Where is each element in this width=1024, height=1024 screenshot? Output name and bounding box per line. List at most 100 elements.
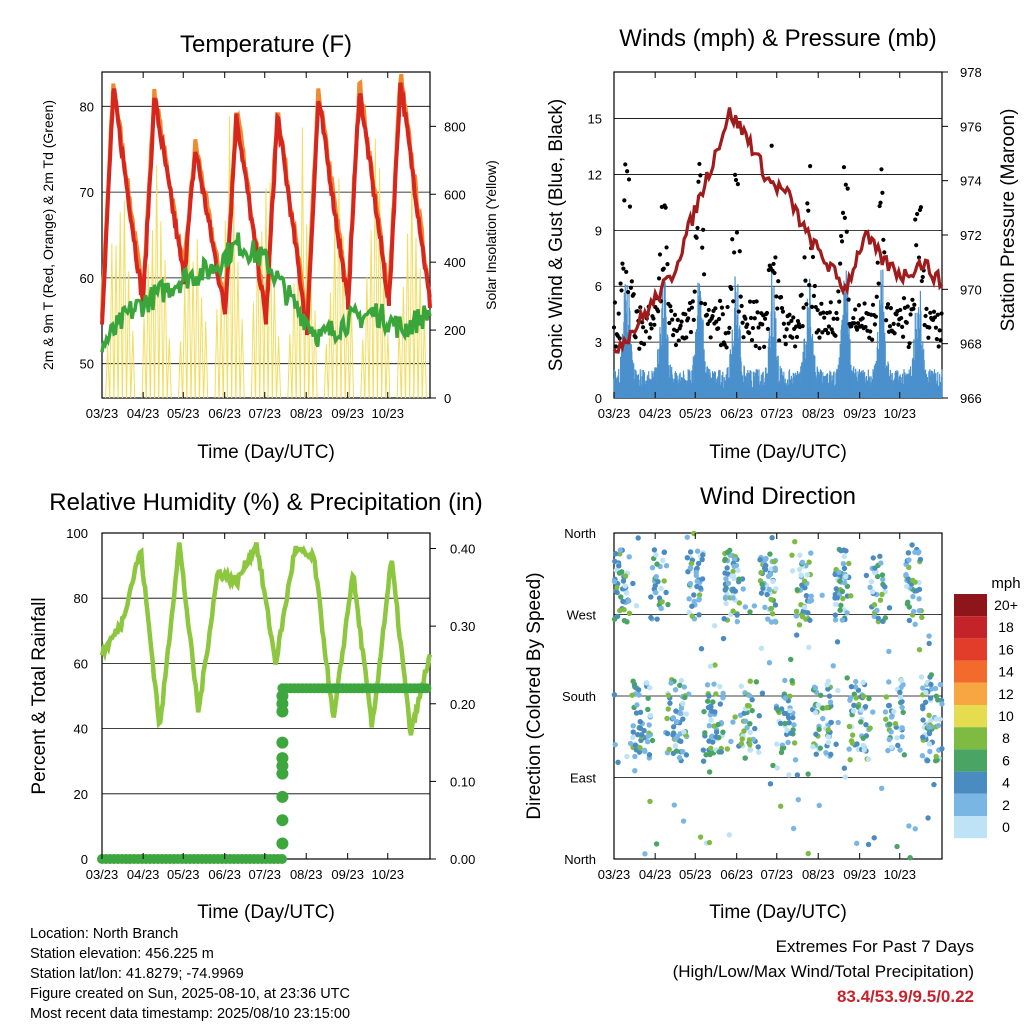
direction-point [833,586,839,592]
direction-point [672,735,679,742]
direction-point [630,723,636,729]
y-tick-label: 60 [80,271,94,286]
temperature-x-label: Time (Day/UTC) [197,442,335,463]
direction-point [819,592,825,598]
y-tick-label: 15 [588,112,602,127]
gust-point [800,324,805,329]
y2-tick-label: 0.40 [450,542,475,557]
direction-point [825,686,831,692]
direction-point [799,613,806,620]
y-tick-label: 0 [595,391,602,406]
gust-point [901,296,907,301]
direction-point [686,596,692,602]
precip-point [277,854,287,864]
legend-swatch [954,682,987,705]
gust-point [661,266,666,271]
gust-point [613,344,618,349]
gust-point [647,335,652,340]
gust-point [747,330,752,336]
direction-point [632,742,639,748]
direction-point [905,550,912,556]
gust-point [906,344,911,350]
gust-point [828,300,833,305]
direction-point [916,608,923,614]
direction-point [888,744,894,751]
gust-point [656,276,662,281]
direction-point [738,740,745,747]
direction-point [906,557,912,563]
direction-point [935,722,942,729]
direction-point [763,555,769,562]
gust-point [701,272,707,277]
direction-point [812,709,819,716]
gust-point [741,335,746,340]
direction-point [885,747,891,754]
direction-point [730,608,736,614]
gust-point [648,322,653,327]
direction-point [899,704,905,711]
direction-point [683,711,689,717]
direction-point [726,832,733,838]
x-tick-label: 07/23 [760,406,793,421]
legend-swatch [954,793,987,816]
direction-point [728,738,734,745]
direction-point [777,803,784,809]
direction-point [665,692,672,699]
gust-point [640,325,646,330]
gust-point [840,210,846,215]
gust-point [637,346,642,351]
direction-point [878,560,884,566]
direction-point [678,677,685,684]
direction-point [825,739,832,746]
direction-point [787,708,793,714]
direction-point [767,551,773,557]
direction-point [756,713,762,719]
direction-point [794,772,801,778]
direction-point [766,660,773,666]
gust-point [683,312,688,317]
gust-point [838,261,843,266]
direction-point [899,725,905,731]
direction-point [620,578,627,584]
direction-point [897,694,904,700]
gust-point [844,229,849,234]
direction-point [875,615,881,621]
gust-point [835,316,840,321]
gust-point [735,182,740,187]
direction-point [874,607,880,614]
gust-point [884,318,889,323]
direction-point [870,589,876,595]
direction-point [706,722,713,729]
direction-point [843,573,849,580]
gust-point [765,326,771,332]
direction-point [642,851,648,857]
direction-point [788,656,794,663]
x-tick-label: 08/23 [290,406,323,421]
direction-point [860,735,866,741]
humidity-x-ticks: 03/23 04/23 05/23 06/23 07/23 08/23 09/23 10/23 [86,533,404,882]
precip-point [276,790,289,803]
direction-point [741,728,747,734]
x-tick-label: 04/23 [127,406,160,421]
direction-point [706,693,712,699]
y2-tick-label: 0.00 [450,852,475,867]
direction-point [648,614,654,621]
direction-point [723,600,729,607]
gust-point [704,312,710,317]
extremes-box: Extremes For Past 7 Days (High/Low/Max W… [673,934,974,1009]
gust-point [617,336,622,341]
direction-point [636,692,642,698]
direction-point [635,535,641,541]
y2-tick-label: 966 [960,391,982,406]
gust-point [774,294,779,299]
x-tick-label: 05/23 [679,867,712,882]
gust-point [621,266,626,271]
gust-point [674,328,679,334]
direction-point [752,725,758,732]
direction-point [772,565,778,571]
direction-point [747,720,753,727]
gust-point [716,326,721,331]
x-tick-label: 05/23 [167,406,200,421]
direction-point [898,677,905,684]
